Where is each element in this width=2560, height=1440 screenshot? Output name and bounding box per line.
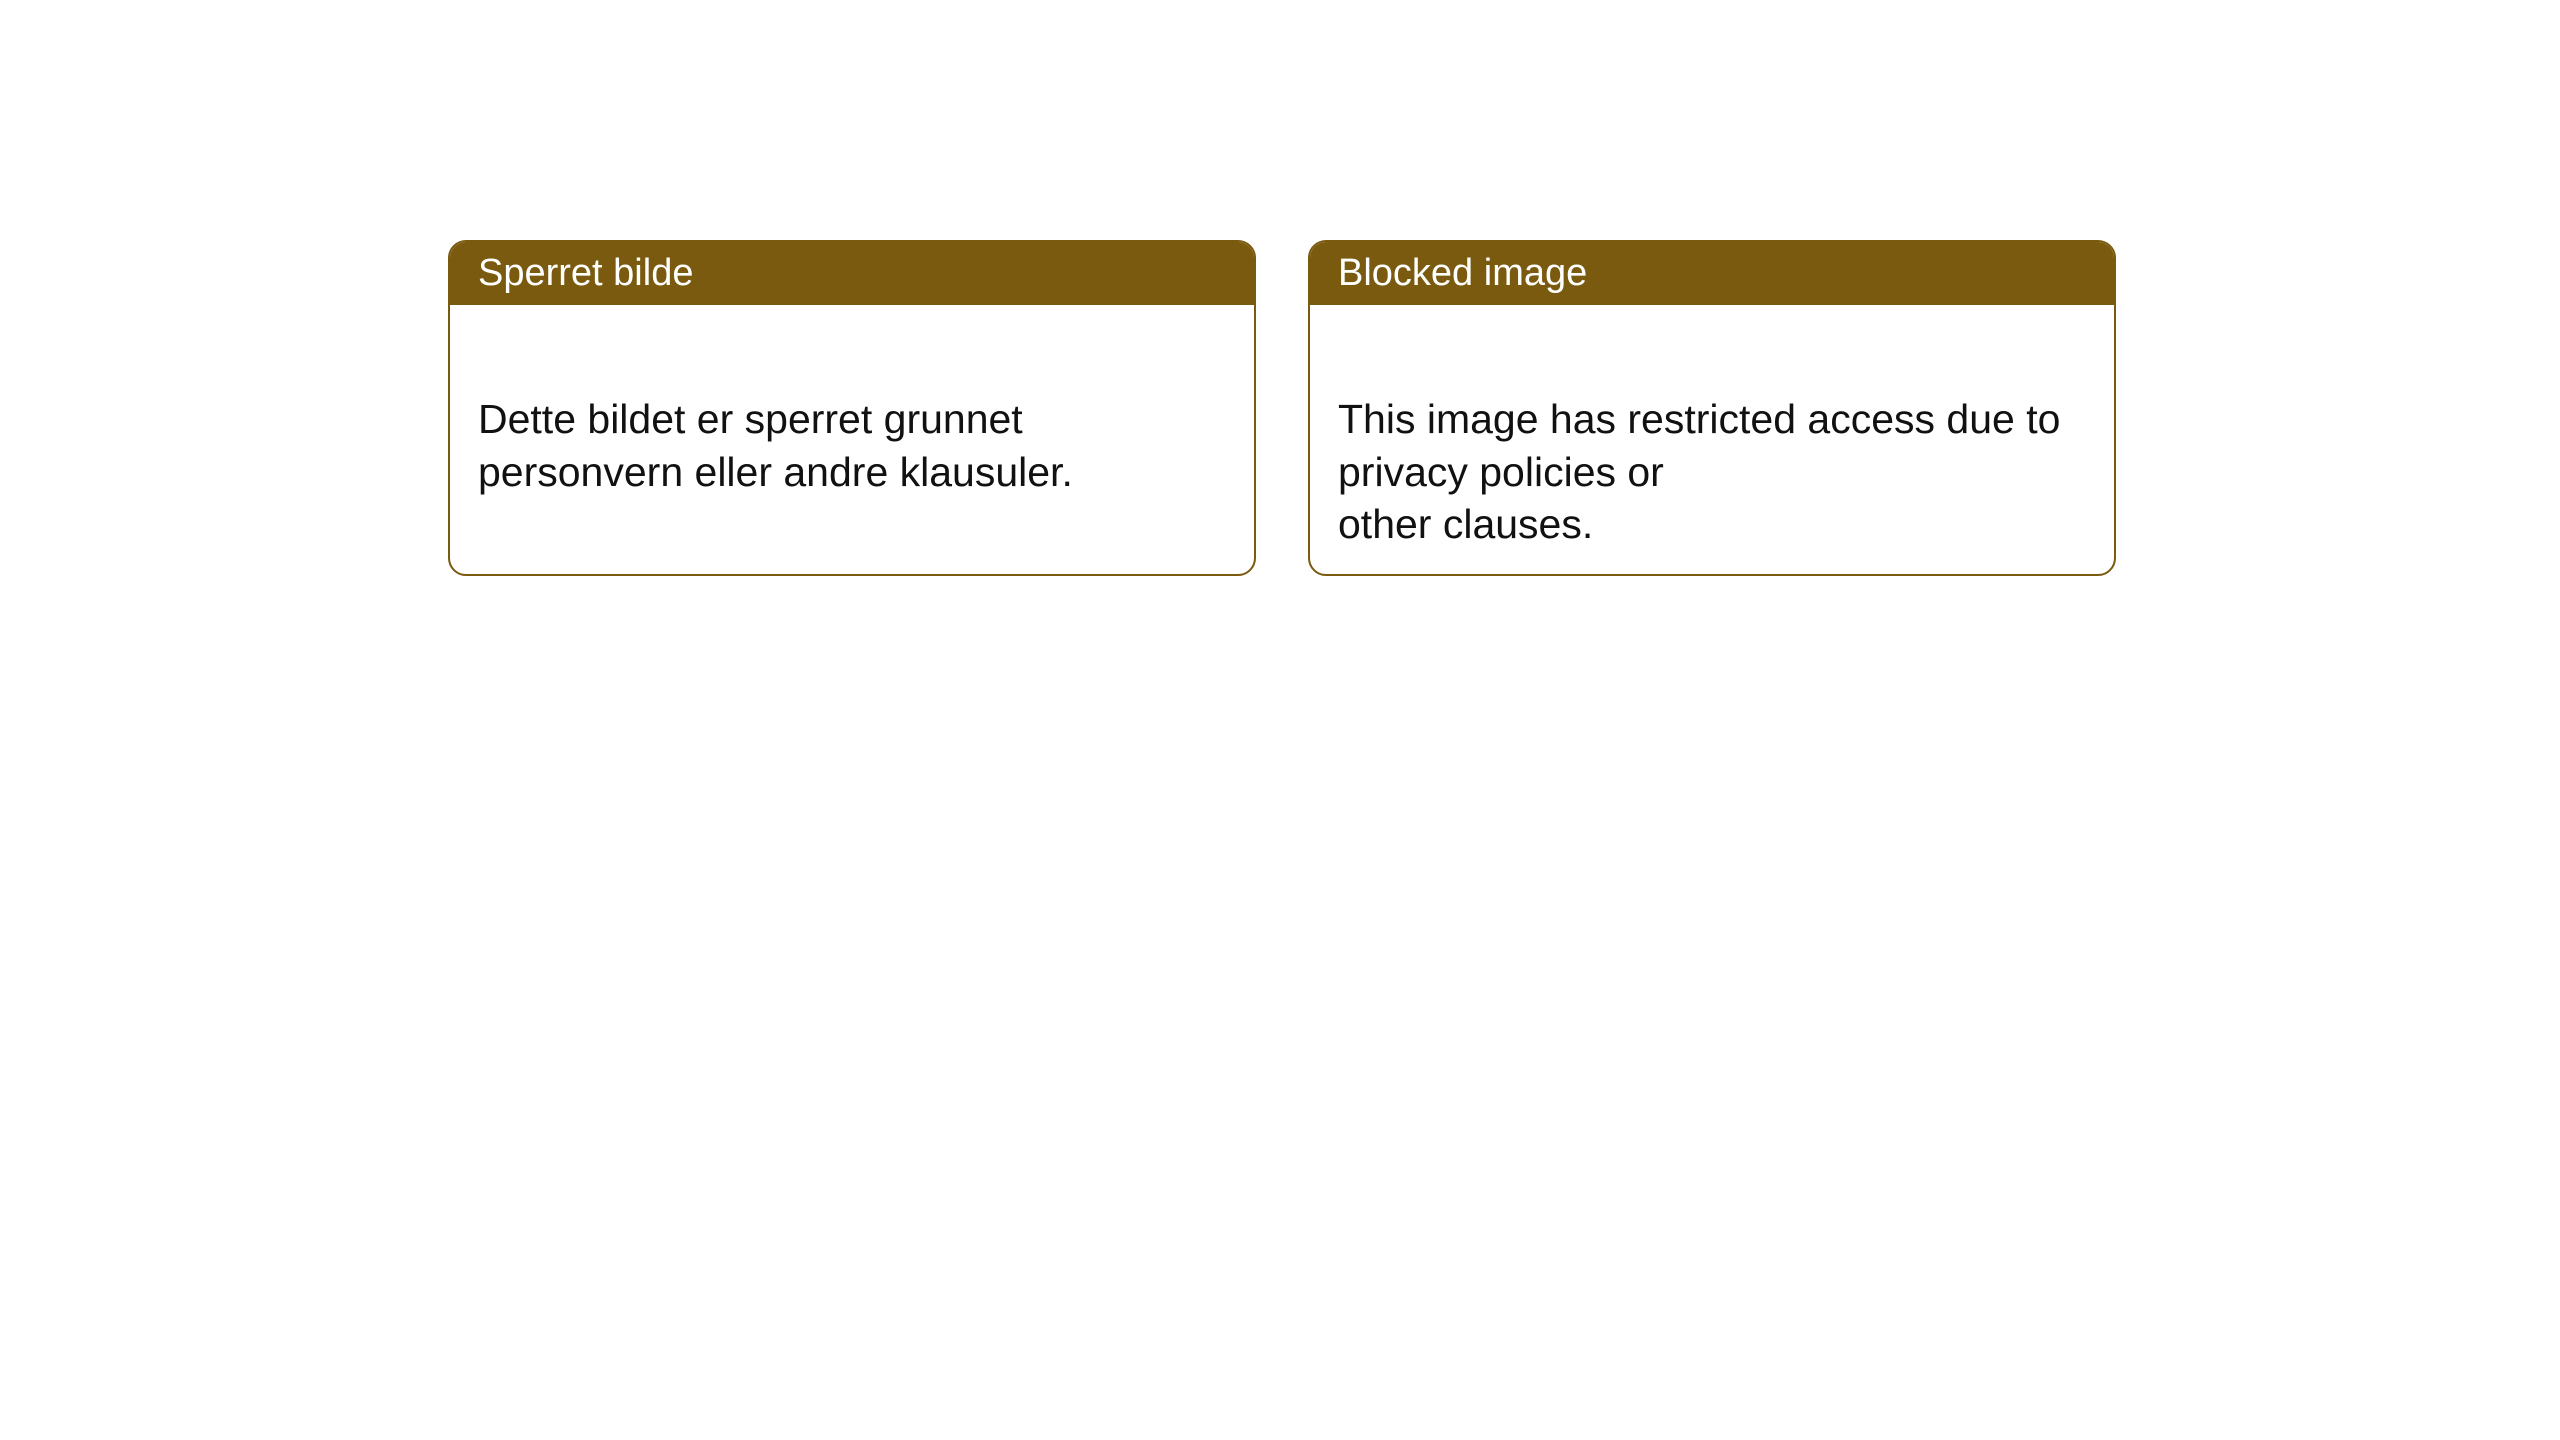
notice-container: Sperret bilde Dette bildet er sperret gr… [448, 240, 2116, 576]
notice-body: This image has restricted access due to … [1310, 305, 2114, 576]
notice-title: Sperret bilde [478, 252, 693, 294]
notice-body: Dette bildet er sperret grunnet personve… [450, 305, 1254, 526]
notice-body-text: Dette bildet er sperret grunnet personve… [478, 396, 1073, 494]
notice-title: Blocked image [1338, 252, 1587, 294]
notice-body-text: This image has restricted access due to … [1338, 396, 2060, 547]
notice-header: Blocked image [1310, 242, 2114, 305]
notice-card-english: Blocked image This image has restricted … [1308, 240, 2116, 576]
notice-header: Sperret bilde [450, 242, 1254, 305]
notice-card-norwegian: Sperret bilde Dette bildet er sperret gr… [448, 240, 1256, 576]
